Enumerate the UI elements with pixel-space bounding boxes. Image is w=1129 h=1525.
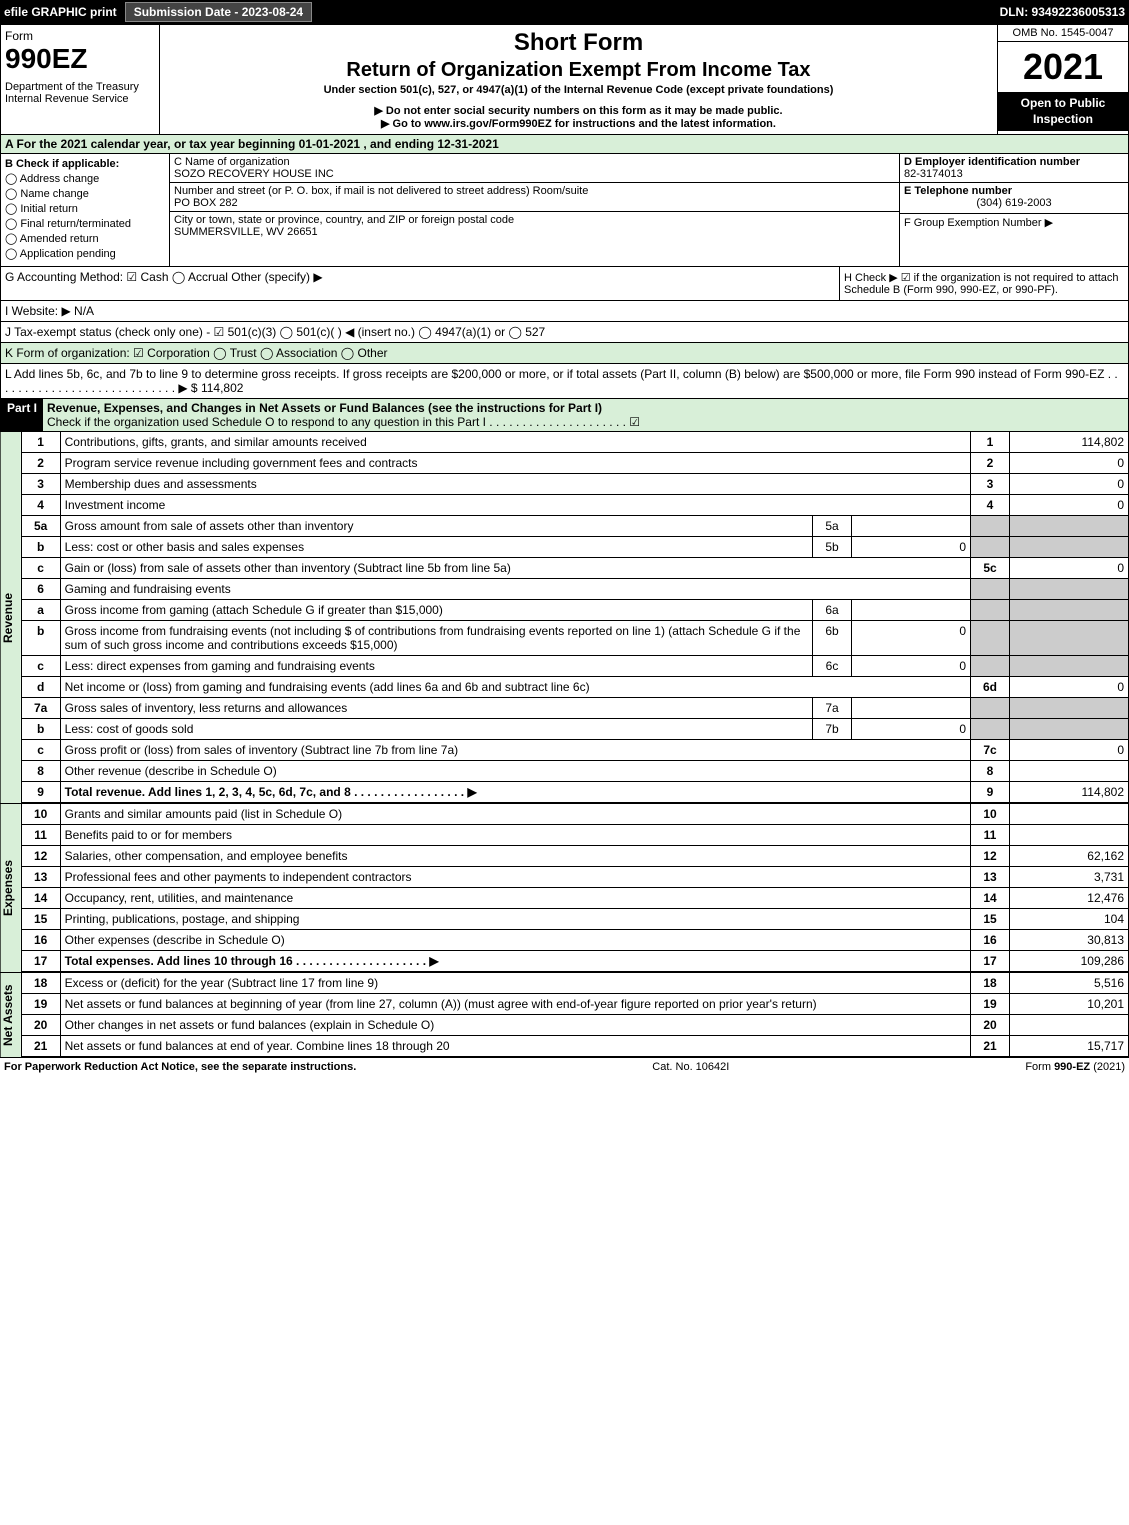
goto-link[interactable]: ▶ Go to www.irs.gov/Form990EZ for instru… — [164, 117, 993, 130]
table-row: 9Total revenue. Add lines 1, 2, 3, 4, 5c… — [21, 782, 1128, 803]
footer-mid: Cat. No. 10642I — [652, 1061, 729, 1073]
main-title: Return of Organization Exempt From Incom… — [164, 59, 993, 82]
line-h: H Check ▶ ☑ if the organization is not r… — [839, 267, 1128, 300]
org-addr: PO BOX 282 — [174, 197, 238, 209]
chk-pending[interactable]: ◯ Application pending — [5, 247, 165, 260]
page-footer: For Paperwork Reduction Act Notice, see … — [0, 1057, 1129, 1076]
table-row: 15Printing, publications, postage, and s… — [21, 909, 1128, 930]
org-name: SOZO RECOVERY HOUSE INC — [174, 168, 334, 180]
table-row: dNet income or (loss) from gaming and fu… — [21, 677, 1128, 698]
group-exemption: F Group Exemption Number ▶ — [904, 217, 1053, 229]
top-bar: efile GRAPHIC print Submission Date - 20… — [0, 0, 1129, 24]
table-row: bLess: cost of goods sold7b0 — [21, 719, 1128, 740]
table-row: bLess: cost or other basis and sales exp… — [21, 537, 1128, 558]
part-1-title: Revenue, Expenses, and Changes in Net As… — [47, 401, 602, 415]
footer-left: For Paperwork Reduction Act Notice, see … — [4, 1061, 356, 1073]
table-row: 17Total expenses. Add lines 10 through 1… — [21, 951, 1128, 972]
footer-right: Form 990-EZ (2021) — [1025, 1061, 1125, 1073]
netassets-table: 18Excess or (deficit) for the year (Subt… — [21, 973, 1129, 1057]
table-row: 20Other changes in net assets or fund ba… — [21, 1015, 1128, 1036]
efile-label: efile GRAPHIC print — [4, 5, 117, 19]
table-row: 1Contributions, gifts, grants, and simil… — [21, 432, 1128, 453]
chk-amended[interactable]: ◯ Amended return — [5, 232, 165, 245]
chk-address[interactable]: ◯ Address change — [5, 172, 165, 185]
table-row: 2Program service revenue including gover… — [21, 453, 1128, 474]
line-g: G Accounting Method: ☑ Cash ◯ Accrual Ot… — [5, 270, 839, 297]
table-row: 6Gaming and fundraising events — [21, 579, 1128, 600]
org-city: SUMMERSVILLE, WV 26651 — [174, 226, 318, 238]
table-row: 7aGross sales of inventory, less returns… — [21, 698, 1128, 719]
line-k: K Form of organization: ☑ Corporation ◯ … — [0, 343, 1129, 364]
part-1-badge: Part I — [1, 399, 43, 431]
form-number: 990EZ — [5, 43, 155, 75]
c-name-label: C Name of organization — [174, 156, 290, 168]
b-label: B Check if applicable: — [5, 158, 119, 170]
line-i: I Website: ▶ N/A — [0, 301, 1129, 322]
table-row: 13Professional fees and other payments t… — [21, 867, 1128, 888]
table-row: 12Salaries, other compensation, and empl… — [21, 846, 1128, 867]
part-1-check: Check if the organization used Schedule … — [47, 415, 640, 429]
table-row: 21Net assets or fund balances at end of … — [21, 1036, 1128, 1057]
part-1-header: Part I Revenue, Expenses, and Changes in… — [0, 399, 1129, 432]
table-row: 10Grants and similar amounts paid (list … — [21, 804, 1128, 825]
table-row: 4Investment income40 — [21, 495, 1128, 516]
addr-label: Number and street (or P. O. box, if mail… — [174, 185, 588, 197]
section-b-through-f: B Check if applicable: ◯ Address change … — [0, 154, 1129, 267]
tel-value: (304) 619-2003 — [904, 197, 1124, 209]
ein-value: 82-3174013 — [904, 168, 963, 180]
warning: ▶ Do not enter social security numbers o… — [164, 104, 993, 117]
omb-number: OMB No. 1545-0047 — [998, 25, 1128, 42]
table-row: 8Other revenue (describe in Schedule O)8 — [21, 761, 1128, 782]
dln-label: DLN: 93492236005313 — [1000, 5, 1125, 19]
table-row: cLess: direct expenses from gaming and f… — [21, 656, 1128, 677]
tax-year: 2021 — [998, 42, 1128, 92]
table-row: 14Occupancy, rent, utilities, and mainte… — [21, 888, 1128, 909]
revenue-table: 1Contributions, gifts, grants, and simil… — [21, 432, 1129, 803]
submission-date: Submission Date - 2023-08-24 — [125, 2, 312, 22]
city-label: City or town, state or province, country… — [174, 214, 514, 226]
netassets-label: Net Assets — [0, 973, 21, 1057]
table-row: 18Excess or (deficit) for the year (Subt… — [21, 973, 1128, 994]
open-public: Open to Public Inspection — [998, 92, 1128, 131]
line-j: J Tax-exempt status (check only one) - ☑… — [0, 322, 1129, 343]
short-form-title: Short Form — [164, 29, 993, 57]
line-a: A For the 2021 calendar year, or tax yea… — [0, 135, 1129, 154]
form-word: Form — [5, 29, 155, 43]
under-section: Under section 501(c), 527, or 4947(a)(1)… — [164, 84, 993, 96]
ein-label: D Employer identification number — [904, 156, 1080, 168]
table-row: 5aGross amount from sale of assets other… — [21, 516, 1128, 537]
revenue-label: Revenue — [0, 432, 21, 803]
chk-name[interactable]: ◯ Name change — [5, 187, 165, 200]
table-row: bGross income from fundraising events (n… — [21, 621, 1128, 656]
table-row: cGross profit or (loss) from sales of in… — [21, 740, 1128, 761]
table-row: aGross income from gaming (attach Schedu… — [21, 600, 1128, 621]
table-row: 16Other expenses (describe in Schedule O… — [21, 930, 1128, 951]
table-row: 19Net assets or fund balances at beginni… — [21, 994, 1128, 1015]
table-row: 11Benefits paid to or for members11 — [21, 825, 1128, 846]
chk-final[interactable]: ◯ Final return/terminated — [5, 217, 165, 230]
chk-initial[interactable]: ◯ Initial return — [5, 202, 165, 215]
line-l: L Add lines 5b, 6c, and 7b to line 9 to … — [0, 364, 1129, 399]
line-g-h: G Accounting Method: ☑ Cash ◯ Accrual Ot… — [0, 267, 1129, 301]
department: Department of the Treasury Internal Reve… — [5, 81, 155, 105]
form-header: Form 990EZ Department of the Treasury In… — [0, 24, 1129, 135]
tel-label: E Telephone number — [904, 185, 1012, 197]
expenses-label: Expenses — [0, 804, 21, 972]
expenses-table: 10Grants and similar amounts paid (list … — [21, 804, 1129, 972]
table-row: cGain or (loss) from sale of assets othe… — [21, 558, 1128, 579]
table-row: 3Membership dues and assessments30 — [21, 474, 1128, 495]
